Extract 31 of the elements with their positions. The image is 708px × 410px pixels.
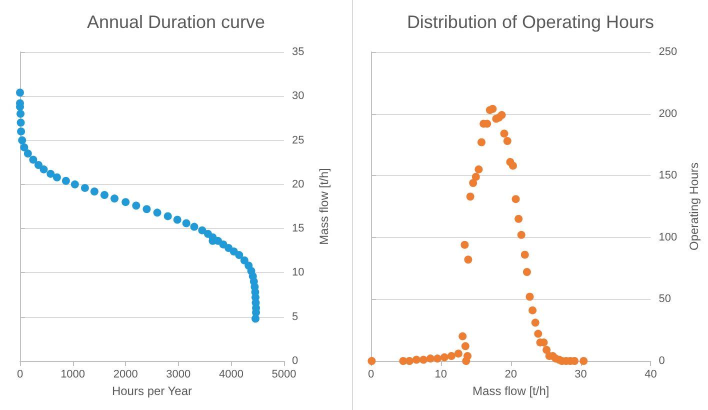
- y-tick-label: 250: [658, 46, 678, 58]
- x-axis-title: Hours per Year: [112, 384, 192, 398]
- y-axis-title: Operating Hours: [687, 162, 701, 251]
- y-tick-label: 20: [292, 178, 304, 190]
- x-tick-label: 5000: [272, 368, 296, 380]
- x-tick-label: 1000: [60, 368, 86, 380]
- x-axis-title: Mass flow [t/h]: [472, 384, 550, 398]
- y-axis-title: Mass flow [t/h]: [317, 168, 331, 245]
- y-tick-label: 50: [658, 293, 671, 306]
- y-tick-label: 100: [658, 231, 678, 244]
- x-tick-label: 3000: [166, 368, 191, 380]
- y-tick-label: 25: [292, 134, 304, 146]
- y-tick-label: 10: [292, 266, 304, 279]
- x-tick-label: 40: [644, 368, 657, 380]
- x-tick-label: 10: [434, 368, 448, 380]
- x-tick-label: 2000: [113, 368, 138, 380]
- x-tick-label: 0: [16, 368, 24, 380]
- x-tick-label: 0: [368, 368, 374, 380]
- y-tick-label: 0: [292, 355, 298, 367]
- y-tick-label: 15: [292, 222, 304, 235]
- chart-title: Annual Duration curve: [86, 12, 266, 32]
- y-tick-label: 0: [658, 355, 665, 367]
- y-tick-label: 150: [658, 170, 678, 182]
- y-tick-label: 5: [292, 310, 298, 323]
- x-tick-label: 4000: [218, 368, 244, 380]
- y-tick-label: 200: [658, 108, 678, 120]
- x-tick-label: 20: [504, 368, 517, 380]
- chart-title: Distribution of Operating Hours: [406, 12, 654, 32]
- x-tick-label: 30: [574, 368, 587, 380]
- y-tick-label: 35: [292, 46, 304, 58]
- y-tick-label: 30: [292, 90, 304, 102]
